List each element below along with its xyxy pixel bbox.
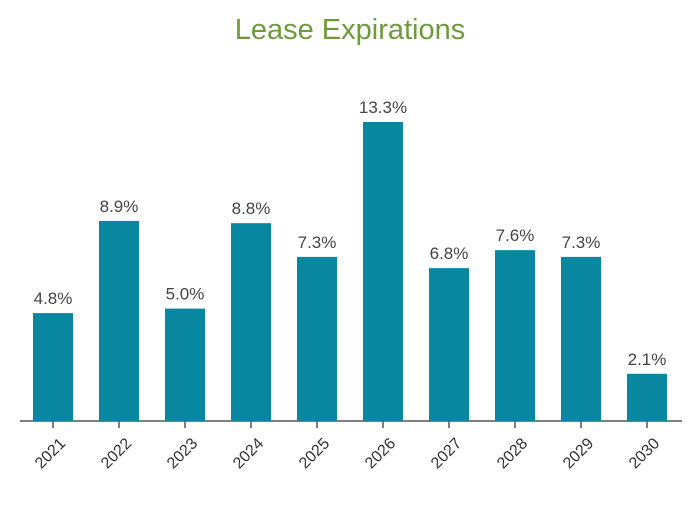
value-labels-group: 4.8% 8.9% 5.0% 8.8% 7.3% 13.3% 6.8% 7.6% 7.3% 2.1… [34, 98, 667, 369]
value-label-2030: 2.1% [628, 350, 667, 369]
bar-2028 [495, 250, 535, 421]
chart-title: Lease Expirations [234, 14, 466, 46]
bar-2023 [165, 308, 205, 421]
value-label-2023: 5.0% [166, 285, 205, 304]
value-label-2029: 7.3% [562, 233, 601, 252]
bar-2022 [99, 220, 139, 421]
bar-2024 [231, 223, 271, 421]
bar-2029 [561, 256, 601, 421]
x-tick-label-2030: 2030 [626, 435, 663, 472]
value-label-2026: 13.3% [359, 98, 407, 117]
bar-2030 [627, 373, 667, 421]
x-tick-label-2027: 2027 [428, 435, 465, 472]
bar-2021 [33, 313, 73, 421]
bar-2027 [429, 268, 469, 421]
x-tick-label-2029: 2029 [560, 435, 597, 472]
value-label-2021: 4.8% [34, 289, 73, 308]
value-label-2024: 8.8% [232, 199, 271, 218]
x-tick-label-2026: 2026 [362, 435, 399, 472]
value-label-2027: 6.8% [430, 244, 469, 263]
value-label-2022: 8.9% [100, 197, 139, 216]
bars-group [33, 122, 667, 421]
x-tick-label-2028: 2028 [494, 435, 531, 472]
x-tick-label-2023: 2023 [164, 435, 201, 472]
x-tick-label-2022: 2022 [98, 435, 135, 472]
x-ticks-group: 2021 2022 2023 2024 2025 2026 2027 2028 2029 2030 [32, 421, 663, 472]
x-tick-label-2024: 2024 [230, 435, 267, 472]
bar-2025 [297, 256, 337, 421]
x-tick-label-2025: 2025 [296, 435, 333, 472]
value-label-2025: 7.3% [298, 233, 337, 252]
value-label-2028: 7.6% [496, 226, 535, 245]
x-tick-label-2021: 2021 [32, 435, 69, 472]
bar-2026 [363, 122, 403, 421]
